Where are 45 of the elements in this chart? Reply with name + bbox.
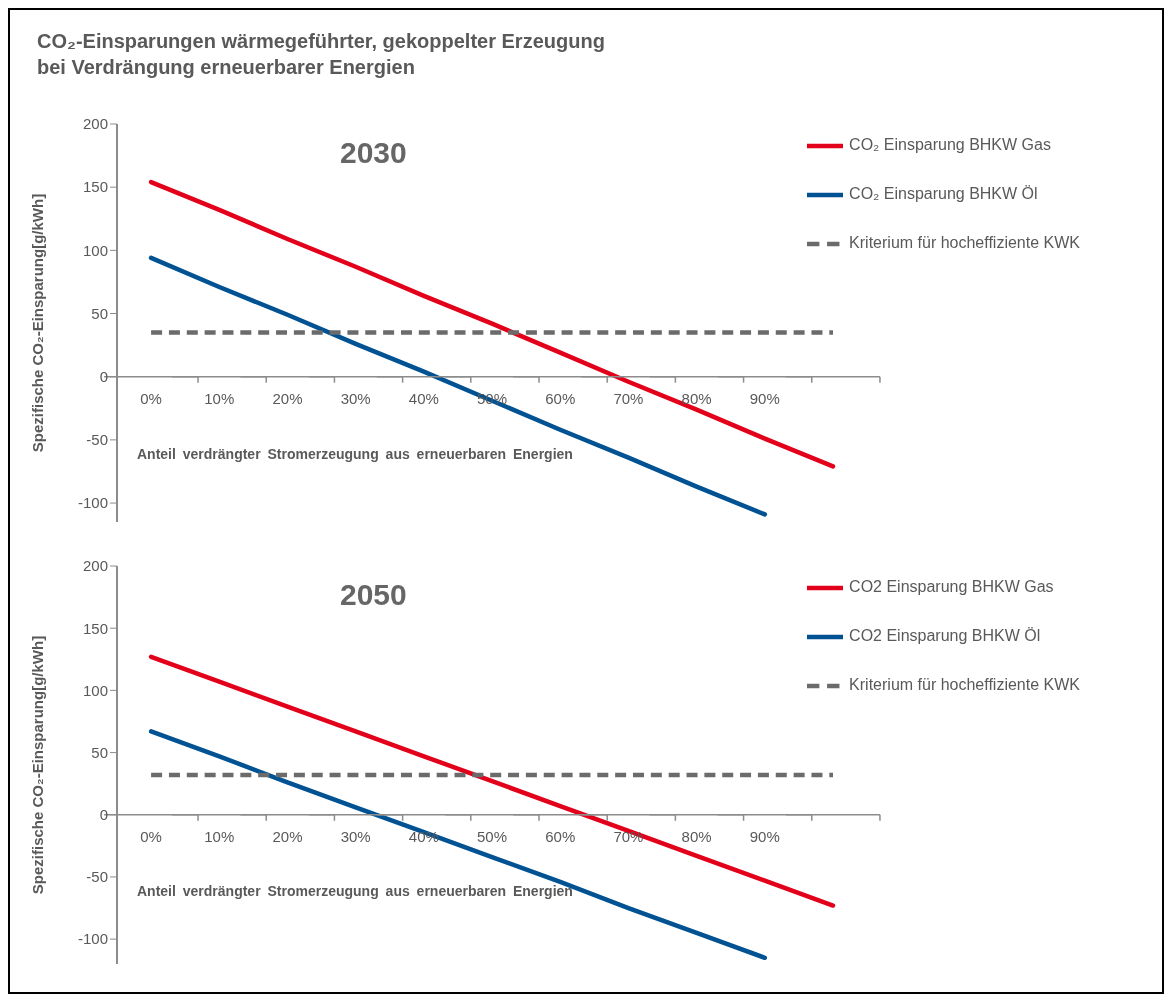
x-tick-label: 80%	[681, 827, 712, 845]
legend-label: CO2 Einsparung BHKW Öl	[849, 627, 1041, 645]
x-tick-label: 20%	[272, 389, 303, 407]
y-tick-label: 50	[91, 743, 108, 761]
y-tick-label: 150	[82, 619, 108, 637]
y-tick-label: -100	[77, 930, 108, 948]
y-tick-label: 0	[99, 806, 108, 824]
x-tick-label: 60%	[545, 827, 576, 845]
legend-label: Kriterium für hocheffiziente KWK	[849, 676, 1080, 694]
x-axis-title: Anteil verdrängter Stromerzeugung aus erneuerbaren Energien	[137, 446, 573, 463]
legend-label: Kriterium für hocheffiziente KWK	[849, 234, 1080, 252]
y-tick-label: -50	[86, 868, 108, 886]
x-tick-label: 80%	[681, 389, 712, 407]
x-tick-label: 10%	[204, 827, 235, 845]
y-axis-title: Spezifische CO₂-Einsparung[g/kWh]	[29, 635, 47, 895]
x-tick-label: 90%	[749, 389, 780, 407]
x-tick-label: 70%	[613, 389, 644, 407]
x-tick-label: 90%	[749, 827, 780, 845]
y-tick-label: -50	[86, 431, 108, 449]
y-axis-title: Spezifische CO₂-Einsparung[g/kWh]	[29, 193, 47, 453]
y-tick-label: -100	[77, 494, 108, 512]
x-tick-label: 30%	[340, 827, 371, 845]
x-tick-label: 40%	[408, 389, 439, 407]
y-tick-label: 50	[91, 304, 108, 322]
legend-label: CO2 Einsparung BHKW Gas	[849, 578, 1054, 596]
x-tick-label: 10%	[204, 389, 235, 407]
y-tick-label: 200	[82, 557, 108, 575]
chart-subtitle: 2050	[340, 578, 407, 612]
y-tick-label: 0	[99, 368, 108, 386]
y-tick-label: 100	[82, 681, 108, 699]
y-tick-label: 150	[82, 178, 108, 196]
x-axis-title: Anteil verdrängter Stromerzeugung aus erneuerbaren Energien	[137, 882, 573, 899]
y-tick-label: 200	[82, 115, 108, 133]
x-tick-label: 60%	[545, 389, 576, 407]
x-tick-label: 50%	[477, 827, 508, 845]
y-tick-label: 100	[82, 241, 108, 259]
legend-label: CO₂ Einsparung BHKW Öl	[849, 185, 1038, 203]
x-tick-label: 70%	[613, 827, 644, 845]
x-tick-label: 20%	[272, 827, 303, 845]
legend-label: CO₂ Einsparung BHKW Gas	[849, 136, 1051, 154]
chart-subtitle: 2030	[340, 136, 407, 170]
chart-title: CO₂-Einsparungen wärmegeführter, gekoppelter Erzeugung bei Verdrängung erneuerbarer Energien	[37, 29, 606, 80]
x-tick-label: 30%	[340, 389, 371, 407]
x-tick-label: 0%	[140, 827, 162, 845]
x-tick-label: 0%	[140, 389, 162, 407]
